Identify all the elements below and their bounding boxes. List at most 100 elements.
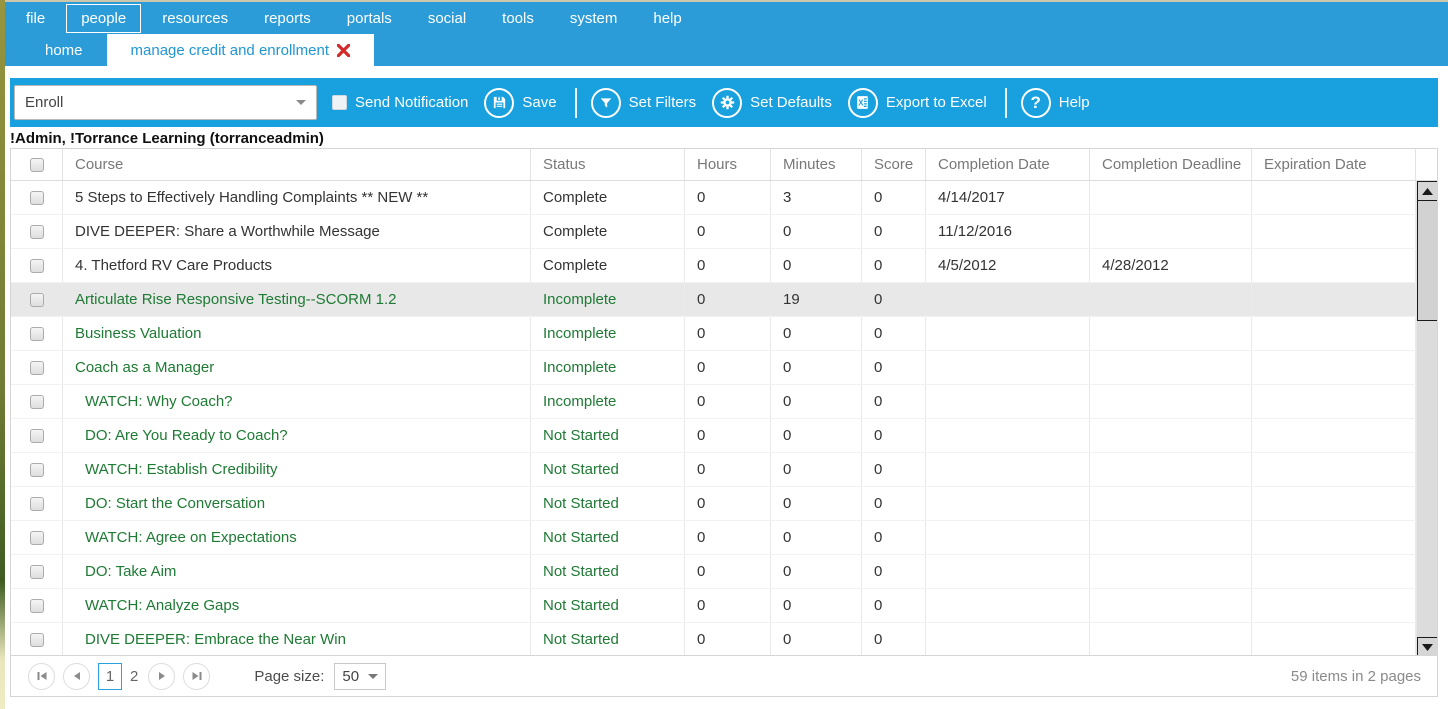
svg-text:X: X	[859, 99, 865, 108]
row-checkbox[interactable]	[29, 326, 44, 341]
cell-course[interactable]: DIVE DEEPER: Embrace the Near Win	[63, 623, 531, 656]
first-page-button[interactable]	[28, 662, 55, 690]
cell-score: 0	[862, 623, 926, 656]
page-number-2[interactable]: 2	[130, 667, 139, 685]
last-page-button[interactable]	[183, 662, 211, 690]
table-row[interactable]: DO: Take Aim Not Started 0 0 0	[11, 555, 1437, 589]
menu-item-system[interactable]: system	[569, 9, 618, 27]
menu-item-tools[interactable]: tools	[502, 9, 534, 27]
table-row[interactable]: WATCH: Establish Credibility Not Started 0…	[11, 453, 1437, 487]
row-checkbox[interactable]	[29, 496, 44, 511]
row-checkbox[interactable]	[29, 530, 44, 545]
column-header-cdl[interactable]: Completion Deadline	[1090, 149, 1252, 180]
next-page-button[interactable]	[148, 662, 176, 690]
tab-home[interactable]: home	[21, 34, 107, 66]
save-label: Save	[522, 94, 557, 111]
cell-course[interactable]: 4. Thetford RV Care Products	[63, 249, 531, 282]
cell-completion-deadline	[1090, 521, 1252, 554]
table-row[interactable]: WATCH: Analyze Gaps Not Started 0 0 0	[11, 589, 1437, 623]
page-number-1[interactable]: 1	[98, 662, 122, 690]
menu-item-file[interactable]: file	[26, 9, 46, 27]
row-checkbox[interactable]	[29, 394, 44, 409]
row-checkbox[interactable]	[29, 632, 44, 647]
help-button[interactable]: ? Help	[1020, 87, 1090, 118]
table-row[interactable]: Coach as a Manager Incomplete 0 0 0	[11, 351, 1437, 385]
column-header-minutes[interactable]: Minutes	[771, 149, 862, 180]
cell-course[interactable]: WATCH: Analyze Gaps	[63, 589, 531, 622]
cell-course[interactable]: WATCH: Agree on Expectations	[63, 521, 531, 554]
row-checkbox[interactable]	[29, 360, 44, 375]
column-header-cdate[interactable]: Completion Date	[926, 149, 1090, 180]
enroll-dropdown[interactable]: Enroll	[14, 85, 317, 120]
table-row[interactable]: 5 Steps to Effectively Handling Complain…	[11, 181, 1437, 215]
row-checkbox[interactable]	[29, 190, 44, 205]
cell-minutes: 0	[771, 419, 862, 452]
table-row[interactable]: Articulate Rise Responsive Testing--SCOR…	[11, 283, 1437, 317]
column-header-hours[interactable]: Hours	[685, 149, 771, 180]
previous-page-button[interactable]	[63, 662, 90, 690]
row-checkbox[interactable]	[29, 292, 44, 307]
cell-course[interactable]: DIVE DEEPER: Share a Worthwhile Message	[63, 215, 531, 248]
set-filters-button[interactable]: Set Filters	[590, 87, 696, 118]
items-summary: 59 items in 2 pages	[1290, 667, 1421, 685]
column-header-course[interactable]: Course	[63, 149, 531, 180]
row-checkbox[interactable]	[29, 258, 44, 273]
cell-status: Not Started	[531, 487, 685, 520]
cell-minutes: 0	[771, 317, 862, 350]
cell-completion-deadline	[1090, 589, 1252, 622]
cell-hours: 0	[685, 419, 771, 452]
cell-course[interactable]: Coach as a Manager	[63, 351, 531, 384]
scrollbar-up-button[interactable]	[1417, 181, 1437, 201]
row-checkbox-cell	[11, 555, 63, 588]
cell-course[interactable]: WATCH: Why Coach?	[63, 385, 531, 418]
table-row[interactable]: DIVE DEEPER: Share a Worthwhile Message C…	[11, 215, 1437, 249]
cell-score: 0	[862, 419, 926, 452]
cell-course[interactable]: 5 Steps to Effectively Handling Complain…	[63, 181, 531, 214]
cell-course[interactable]: DO: Start the Conversation	[63, 487, 531, 520]
cell-course[interactable]: Articulate Rise Responsive Testing--SCOR…	[63, 283, 531, 316]
menu-item-reports[interactable]: reports	[264, 9, 311, 27]
row-checkbox[interactable]	[29, 598, 44, 613]
menu-item-resources[interactable]: resources	[162, 9, 229, 27]
close-tab-icon[interactable]	[336, 43, 350, 57]
scrollbar-thumb[interactable]	[1417, 201, 1437, 321]
export-to-excel-button[interactable]: X Export to Excel	[847, 87, 987, 118]
set-defaults-button[interactable]: Set Defaults	[712, 87, 832, 118]
menu-item-portals[interactable]: portals	[346, 9, 392, 27]
menu-item-people[interactable]: people	[66, 3, 142, 33]
table-row[interactable]: DO: Are You Ready to Coach? Not Started 0 0…	[11, 419, 1437, 453]
table-row[interactable]: DO: Start the Conversation Not Started 0 0 0	[11, 487, 1437, 521]
scrollbar-down-button[interactable]	[1417, 637, 1437, 657]
cell-course[interactable]: DO: Take Aim	[63, 555, 531, 588]
cell-completion-date	[926, 283, 1090, 316]
table-row[interactable]: DIVE DEEPER: Embrace the Near Win Not Sta…	[11, 623, 1437, 657]
row-checkbox[interactable]	[29, 564, 44, 579]
cell-hours: 0	[685, 283, 771, 316]
cell-completion-deadline	[1090, 351, 1252, 384]
cell-course[interactable]: DO: Are You Ready to Coach?	[63, 419, 531, 452]
menu-item-help[interactable]: help	[653, 9, 682, 27]
cell-course[interactable]: Business Valuation	[63, 317, 531, 350]
tab-manage-credit-and-enrollment[interactable]: manage credit and enrollment	[106, 34, 374, 66]
table-row[interactable]: Business Valuation Incomplete 0 0 0	[11, 317, 1437, 351]
table-row[interactable]: 4. Thetford RV Care Products Complete 0 0 0 4…	[11, 249, 1437, 283]
send-notification-checkbox[interactable]	[332, 95, 347, 110]
cell-score: 0	[862, 215, 926, 248]
table-row[interactable]: WATCH: Agree on Expectations Not Started 0…	[11, 521, 1437, 555]
row-checkbox[interactable]	[29, 462, 44, 477]
filter-funnel-icon	[590, 87, 621, 118]
row-checkbox[interactable]	[29, 224, 44, 239]
column-header-status[interactable]: Status	[531, 149, 685, 180]
cell-score: 0	[862, 181, 926, 214]
row-checkbox-cell	[11, 317, 63, 350]
row-checkbox[interactable]	[29, 428, 44, 443]
column-header-edate[interactable]: Expiration Date	[1252, 149, 1416, 180]
column-header-score[interactable]: Score	[862, 149, 926, 180]
menu-item-social[interactable]: social	[427, 9, 467, 27]
save-button[interactable]: Save	[484, 87, 557, 118]
page-size-select[interactable]: 50	[334, 662, 387, 690]
cell-course[interactable]: WATCH: Establish Credibility	[63, 453, 531, 486]
select-all-checkbox[interactable]	[29, 157, 44, 172]
vertical-scrollbar[interactable]	[1416, 181, 1437, 657]
table-row[interactable]: WATCH: Why Coach? Incomplete 0 0 0	[11, 385, 1437, 419]
